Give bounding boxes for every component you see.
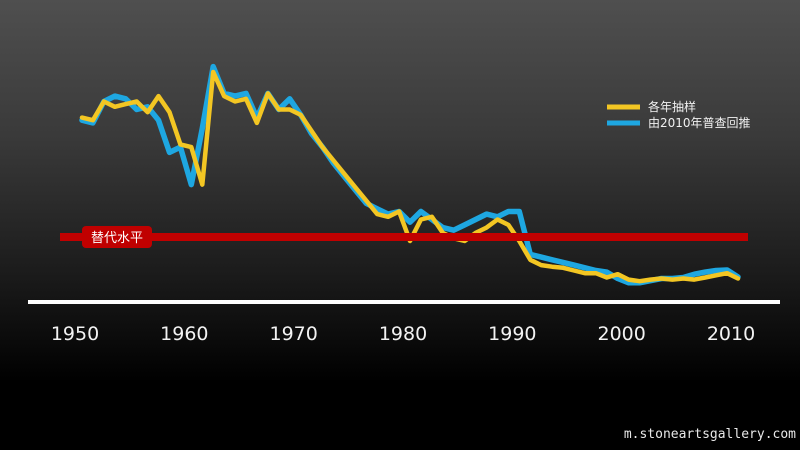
- reference-line-label-box: [82, 226, 152, 248]
- watermark: m.stoneartsgallery.com: [623, 427, 796, 442]
- series-line-0: [79, 63, 741, 286]
- series-line-1: [79, 69, 741, 284]
- x-tick-label: 1960: [160, 323, 208, 345]
- series-layer: [79, 63, 741, 286]
- x-tick-label: 1970: [269, 323, 317, 345]
- x-axis-ticks: 1950 1960 1970 1980 1990 2000 2010: [51, 323, 755, 345]
- reference-line-group: 替代水平: [60, 226, 748, 248]
- x-tick-label: 2000: [597, 323, 645, 345]
- legend-label: 由2010年普查回推: [648, 116, 751, 130]
- x-tick-label: 1980: [379, 323, 427, 345]
- reference-line-label: 替代水平: [91, 231, 143, 246]
- x-tick-label: 2010: [707, 323, 755, 345]
- x-tick-label: 1990: [488, 323, 536, 345]
- legend-label: 各年抽样: [648, 99, 696, 114]
- x-tick-label: 1950: [51, 323, 99, 345]
